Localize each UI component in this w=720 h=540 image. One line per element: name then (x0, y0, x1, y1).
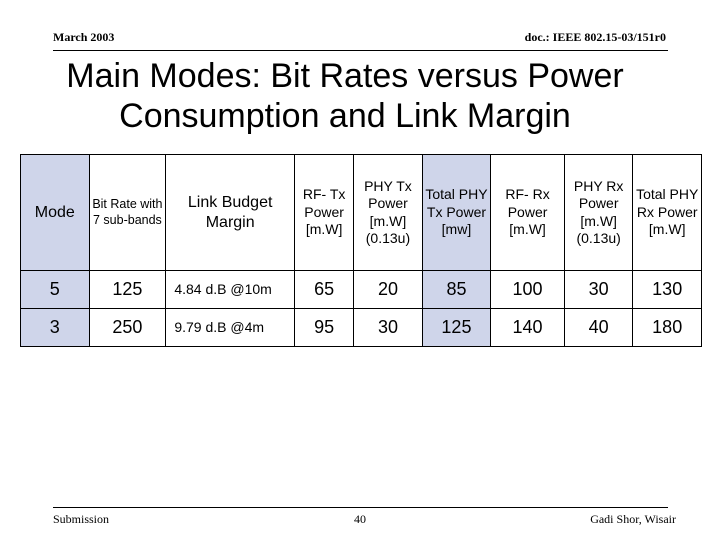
cell-bit-rate: 250 (88, 308, 167, 347)
col-header-rf-tx: RF- Tx Power [m.W] (294, 154, 355, 271)
cell-rf-rx: 100 (490, 270, 565, 309)
header-rule (53, 50, 668, 51)
cell-phy-rx: 30 (563, 270, 634, 309)
cell-rf-tx: 65 (294, 270, 355, 309)
cell-bit-rate: 125 (88, 270, 167, 309)
cell-rf-rx: 140 (490, 308, 565, 347)
header-date: March 2003 (53, 30, 115, 44)
col-header-phy-rx: PHY Rx Power [m.W] (0.13u) (563, 154, 634, 271)
modes-table: Mode Bit Rate with 7 sub-bands Link Budg… (20, 154, 702, 347)
col-header-total-rx: Total PHY Rx Power [m.W] (632, 154, 702, 271)
footer-page-number: 40 (354, 512, 366, 526)
cell-total-tx: 85 (421, 270, 492, 309)
cell-total-rx: 130 (632, 270, 702, 309)
cell-rf-tx: 95 (294, 308, 355, 347)
slide-title-line-2: Consumption and Link Margin (119, 97, 571, 135)
col-header-mode: Mode (20, 154, 90, 271)
col-header-bit-rate: Bit Rate with 7 sub-bands (88, 154, 167, 271)
slide-title: Main Modes: Bit Rates versus Power Consu… (0, 56, 690, 136)
footer-author: Gadi Shor, Wisair (590, 512, 676, 526)
cell-mode: 3 (20, 308, 90, 347)
col-header-rf-rx: RF- Rx Power [m.W] (490, 154, 565, 271)
col-header-total-tx: Total PHY Tx Power [mw] (421, 154, 492, 271)
table-row: 5 125 4.84 d.B @10m 65 20 85 100 30 130 (20, 270, 702, 309)
table-row: 3 250 9.79 d.B @4m 95 30 125 140 40 180 (20, 308, 702, 347)
cell-phy-rx: 40 (563, 308, 634, 347)
col-header-link-budget: Link Budget Margin (165, 154, 296, 271)
table-header-row: Mode Bit Rate with 7 sub-bands Link Budg… (20, 154, 702, 271)
header-doc-id: doc.: IEEE 802.15-03/151r0 (524, 30, 666, 44)
cell-total-tx: 125 (421, 308, 492, 347)
footer-rule (53, 507, 668, 508)
col-header-phy-tx: PHY Tx Power [m.W] (0.13u) (353, 154, 423, 271)
footer-submission: Submission (53, 512, 110, 526)
cell-link-budget: 4.84 d.B @10m (165, 270, 296, 309)
cell-link-budget: 9.79 d.B @4m (165, 308, 296, 347)
cell-phy-tx: 30 (353, 308, 423, 347)
cell-phy-tx: 20 (353, 270, 423, 309)
slide-title-line-1: Main Modes: Bit Rates versus Power (66, 57, 624, 95)
cell-mode: 5 (20, 270, 90, 309)
cell-total-rx: 180 (632, 308, 702, 347)
